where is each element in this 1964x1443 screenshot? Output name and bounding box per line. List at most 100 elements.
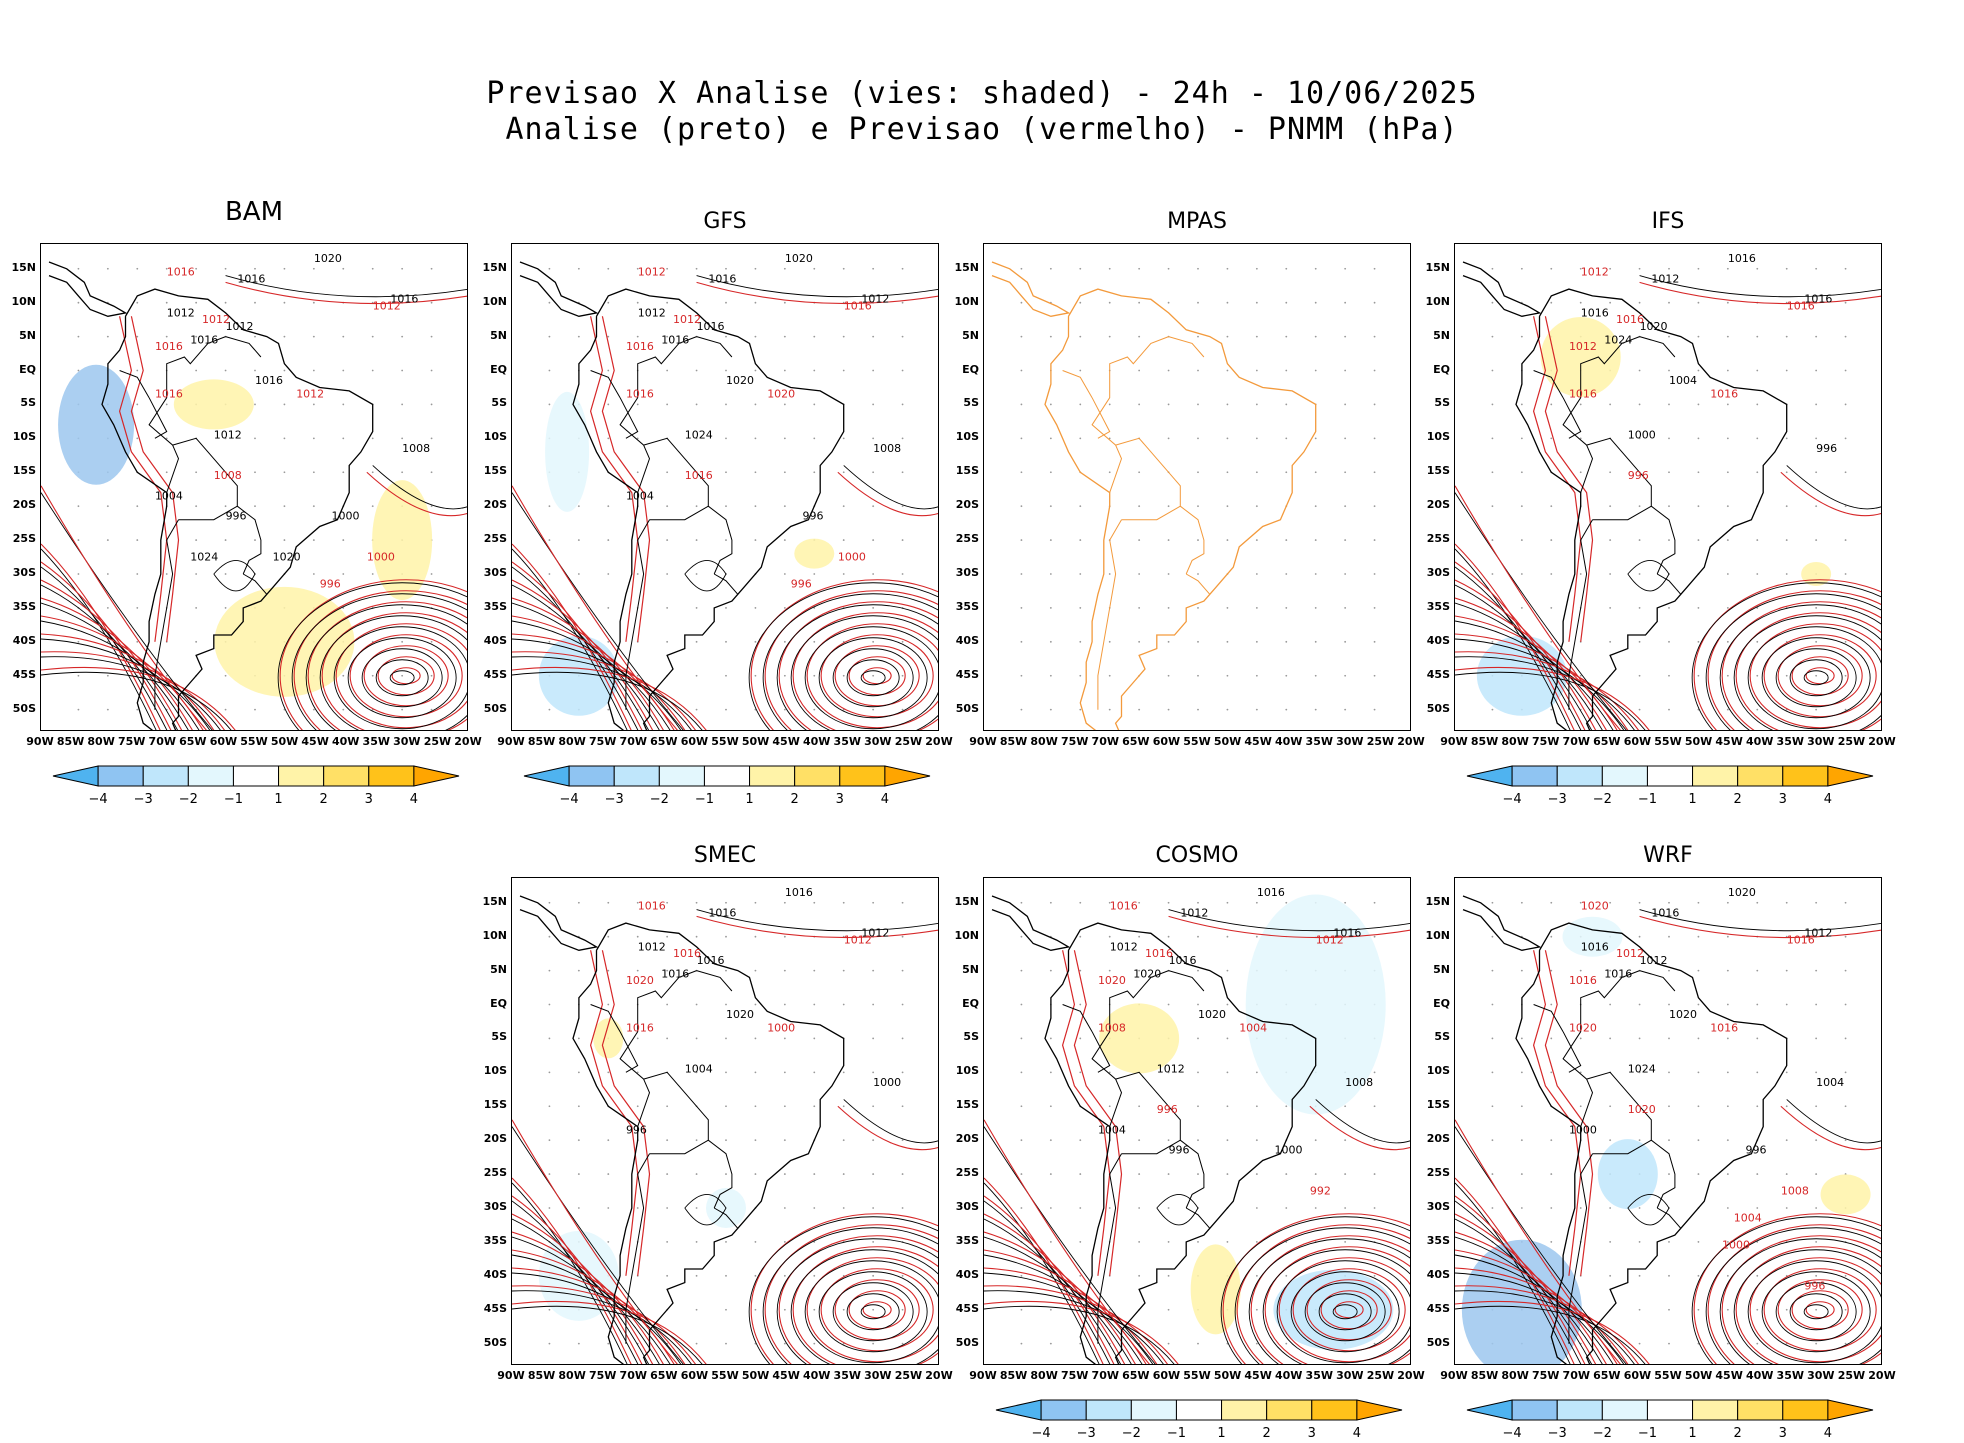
lat-tick-label: 35S xyxy=(1426,1233,1450,1247)
contour-label-analysis: 1020 xyxy=(785,252,813,265)
lat-tick-label: 5N xyxy=(19,328,36,342)
contour-labels: 1016101210161012101610201020101210081004… xyxy=(1098,886,1373,1197)
lat-tick-label: 35S xyxy=(1426,599,1450,613)
lat-tick-label: 15S xyxy=(955,1098,979,1112)
lat-tick-label: 15S xyxy=(1426,1098,1450,1112)
lon-tick-label: 30W xyxy=(1336,1369,1364,1382)
contour-label-analysis: 1016 xyxy=(661,967,689,980)
contour-label-analysis: 1020 xyxy=(726,1008,754,1021)
contour-label-analysis: 1004 xyxy=(1816,1076,1844,1089)
lon-tick-label: 45W xyxy=(1715,1369,1743,1382)
map-canvas xyxy=(991,261,1376,730)
contour-label-forecast: 1012 xyxy=(1581,266,1609,279)
lat-tick-label: 35S xyxy=(955,1233,979,1247)
colorbar-tick-label: −1 xyxy=(1638,792,1657,807)
contour-label-analysis: 1016 xyxy=(661,333,689,346)
colorbar-tick-label: 3 xyxy=(365,792,373,807)
colorbar: −4 −3 −2 −1 1 2 3 4 xyxy=(995,1399,1403,1441)
colorbar-segment xyxy=(1085,1399,1132,1421)
lat-tick-label: 50S xyxy=(955,1335,979,1349)
contour-label-forecast: 1016 xyxy=(1569,974,1597,987)
colorbar-tick-label: 4 xyxy=(1824,792,1832,807)
contour-label-analysis: 1016 xyxy=(697,320,725,333)
lon-tick-label: 25W xyxy=(1837,735,1866,748)
contour-label-analysis: 1016 xyxy=(255,374,283,387)
bias-shading xyxy=(1461,916,1871,1364)
contour-label-forecast: 1012 xyxy=(638,266,666,279)
lat-tick-label: EQ xyxy=(1433,996,1450,1010)
coastline xyxy=(1462,261,1788,730)
lon-tick-label: 55W xyxy=(1654,735,1682,748)
lat-tick-label: 40S xyxy=(1426,633,1450,647)
lon-tick-label: 45W xyxy=(1244,735,1272,748)
map-frame: 1020 1016 1012 1016 1012 1016 1020 1024 1004 1000… xyxy=(1454,877,1882,1365)
contour-label-forecast: 1016 xyxy=(167,266,195,279)
lon-tick-label: 70W xyxy=(148,735,176,748)
lat-tick-label: EQ xyxy=(962,996,979,1010)
lon-tick-label: 30W xyxy=(1336,735,1364,748)
map-frame: 1016 1016 1012 1012 1016 1016 1020 1004 1000 996 1… xyxy=(511,877,939,1365)
lat-tick-label: 30S xyxy=(955,566,979,579)
lat-tick-label: 15S xyxy=(1426,464,1450,478)
lon-tick-label: 80W xyxy=(1030,735,1058,748)
grid-dots xyxy=(1491,267,1847,711)
lon-tick-label: 65W xyxy=(650,735,678,748)
colorbar-tick-label: −4 xyxy=(1503,1426,1522,1441)
colorbar-segment xyxy=(187,765,234,787)
contour-label-analysis: 1012 xyxy=(214,428,242,441)
contour-label-analysis: 1016 xyxy=(1169,954,1197,967)
contour-label-analysis: 1016 xyxy=(1581,940,1609,953)
colorbar-segment xyxy=(52,765,99,787)
contour-label-forecast: 1012 xyxy=(844,933,872,946)
contour-label-analysis: 1004 xyxy=(155,489,183,502)
contour-label-analysis: 996 xyxy=(1816,442,1837,455)
colorbar-segment xyxy=(1782,765,1829,787)
contour-label-analysis: 1020 xyxy=(1133,967,1161,980)
panel-title: BAM xyxy=(224,197,284,227)
panel-title: SMEC xyxy=(693,843,757,868)
lon-tick-label: 90W xyxy=(497,735,525,748)
colorbar-tick-label: 1 xyxy=(1688,792,1696,807)
lat-tick-label: 5S xyxy=(1434,1030,1450,1044)
lon-tick-label: 35W xyxy=(1305,1369,1333,1382)
lon-tick-label: 40W xyxy=(1745,1369,1774,1382)
contour-label-analysis: 1012 xyxy=(226,320,254,333)
colorbar-tick-label: −4 xyxy=(560,792,579,807)
colorbar-tick-label: 3 xyxy=(1779,1426,1787,1441)
lon-tick-label: 75W xyxy=(1060,735,1089,748)
map-canvas: 1016101610121012101610161020100410009961… xyxy=(512,886,938,1364)
contour-label-forecast: 1016 xyxy=(1787,299,1815,312)
lat-tick-label: 10N xyxy=(482,928,507,942)
contour-label-forecast: 1020 xyxy=(1581,900,1609,913)
colorbar-tick-label: −1 xyxy=(1167,1426,1186,1441)
contour-label-analysis: 1016 xyxy=(237,272,265,285)
lat-tick-label: 10S xyxy=(483,430,507,444)
lat-tick-label: 5N xyxy=(962,962,979,976)
lon-tick-label: 80W xyxy=(558,735,586,748)
lat-tick-label: 10N xyxy=(954,928,979,942)
contour-label-analysis: 1024 xyxy=(190,550,218,563)
contour-label-forecast: 1016 xyxy=(1787,933,1815,946)
lon-tick-label: 30W xyxy=(864,1369,892,1382)
lon-tick-label: 40W xyxy=(1274,1369,1303,1382)
bias-shading xyxy=(538,1018,746,1321)
lon-tick-label: 25W xyxy=(423,735,452,748)
contour-label-analysis: 1016 xyxy=(708,272,736,285)
lon-tick-label: 55W xyxy=(240,735,268,748)
lat-tick-label: 5S xyxy=(963,1030,979,1044)
lon-tick-label: 90W xyxy=(969,1369,997,1382)
contour-label-analysis: 1004 xyxy=(626,489,654,502)
colorbar-segment xyxy=(1511,1399,1558,1421)
contour-label-analysis: 1020 xyxy=(314,252,342,265)
grid-dots xyxy=(1020,267,1376,711)
lon-tick-label: 80W xyxy=(1501,735,1529,748)
colorbar-segment xyxy=(1601,765,1648,787)
lon-tick-label: 35W xyxy=(833,1369,861,1382)
contour-label-forecast: 1020 xyxy=(1098,974,1126,987)
contour-label-forecast: 1012 xyxy=(1569,340,1597,353)
lon-tick-label: 80W xyxy=(558,1369,586,1382)
lat-tick-label: 40S xyxy=(955,633,979,647)
contour-label-forecast: 1016 xyxy=(155,388,183,401)
contour-label-forecast: 1012 xyxy=(673,313,701,326)
lat-tick-label: 35S xyxy=(955,599,979,613)
